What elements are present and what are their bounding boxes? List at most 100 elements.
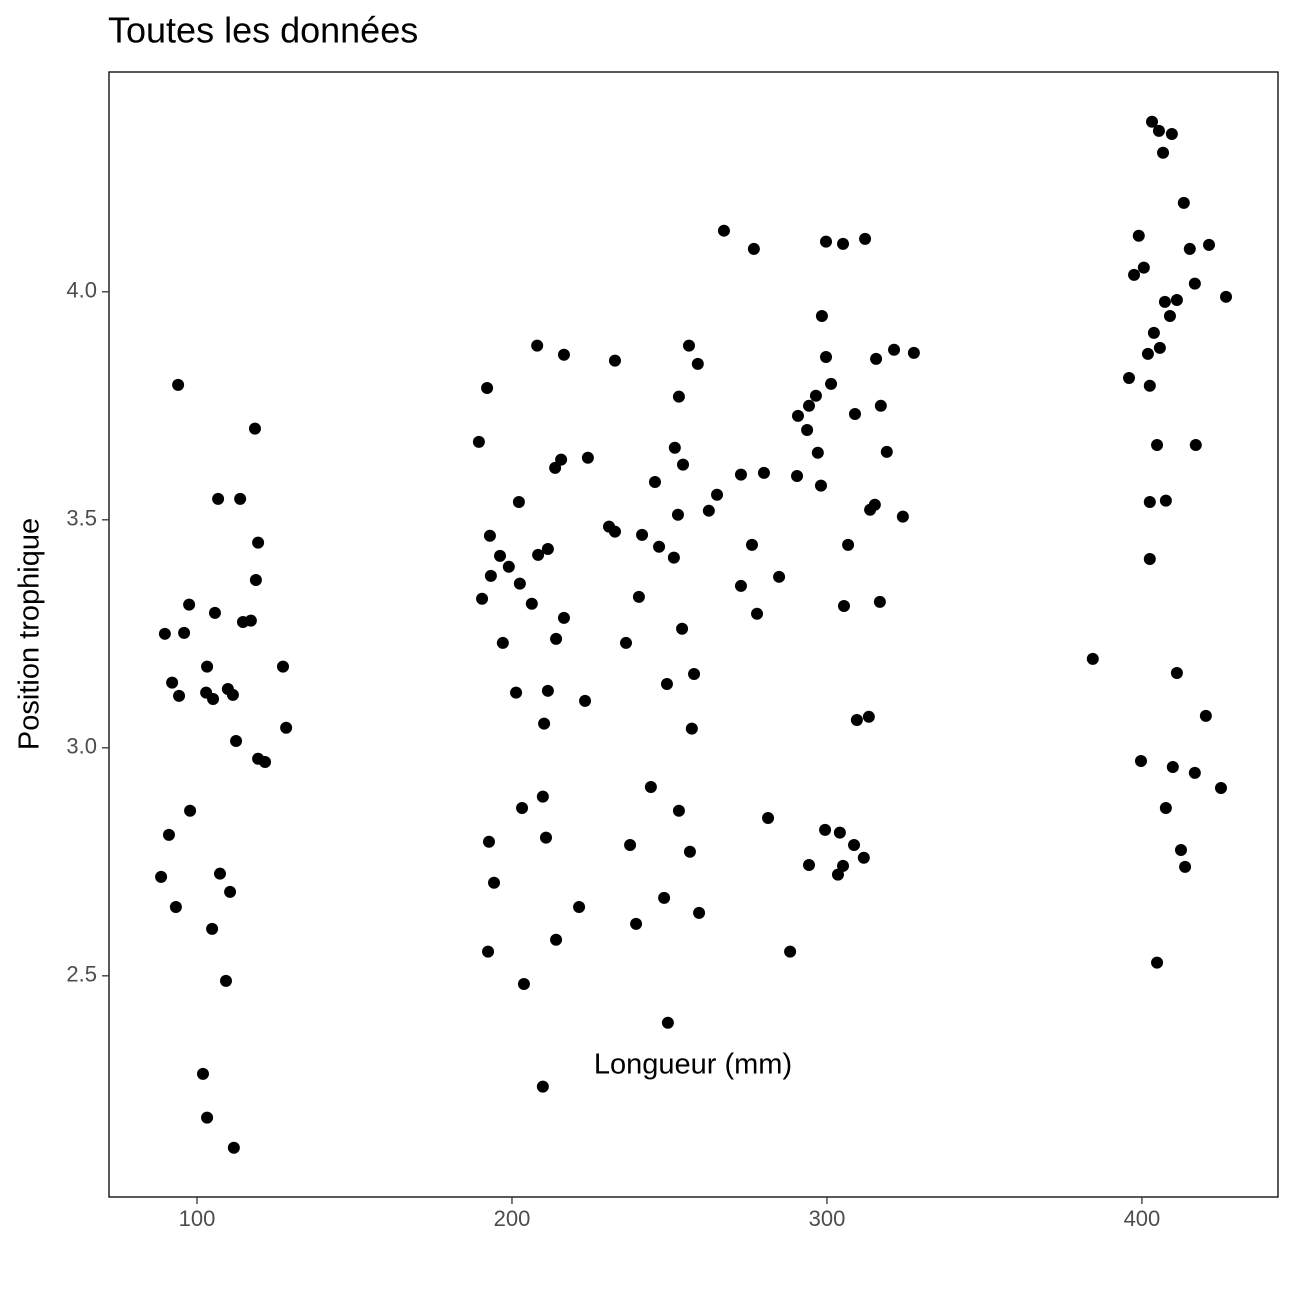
point bbox=[717, 224, 730, 237]
x-tick-label: 100 bbox=[179, 1206, 216, 1231]
point bbox=[676, 622, 689, 635]
point bbox=[488, 876, 501, 889]
point bbox=[630, 917, 643, 930]
point bbox=[234, 492, 247, 505]
point bbox=[888, 343, 901, 356]
point bbox=[688, 667, 701, 680]
plot-frame bbox=[108, 71, 1279, 1198]
point bbox=[579, 694, 592, 707]
point bbox=[472, 435, 485, 448]
point bbox=[1188, 766, 1201, 779]
point bbox=[1146, 115, 1159, 128]
point bbox=[873, 595, 886, 608]
point bbox=[196, 1067, 209, 1080]
point bbox=[1157, 146, 1170, 159]
point bbox=[1170, 667, 1183, 680]
point bbox=[1132, 229, 1145, 242]
point bbox=[762, 812, 775, 825]
point bbox=[512, 496, 525, 509]
point bbox=[1153, 341, 1166, 354]
point bbox=[531, 339, 544, 352]
point bbox=[259, 755, 272, 768]
point bbox=[820, 235, 833, 248]
point bbox=[516, 802, 529, 815]
point bbox=[848, 838, 861, 851]
point bbox=[702, 504, 715, 517]
point bbox=[608, 354, 621, 367]
point bbox=[1151, 439, 1164, 452]
point bbox=[672, 390, 685, 403]
point bbox=[653, 540, 666, 553]
point bbox=[691, 357, 704, 370]
point bbox=[636, 528, 649, 541]
point bbox=[1159, 802, 1172, 815]
point bbox=[476, 592, 489, 605]
point bbox=[502, 560, 515, 573]
point bbox=[848, 408, 861, 421]
x-tick-label: 300 bbox=[809, 1206, 846, 1231]
point bbox=[1189, 439, 1202, 452]
point bbox=[224, 885, 237, 898]
y-tick-label: 4.0 bbox=[66, 278, 97, 303]
point bbox=[276, 660, 289, 673]
point bbox=[620, 636, 633, 649]
point bbox=[173, 689, 186, 702]
point bbox=[183, 598, 196, 611]
point bbox=[773, 570, 786, 583]
point bbox=[751, 607, 764, 620]
point bbox=[539, 831, 552, 844]
point bbox=[483, 529, 496, 542]
point bbox=[803, 859, 816, 872]
y-tick-label: 2.5 bbox=[66, 962, 97, 987]
point bbox=[1147, 326, 1160, 339]
point bbox=[803, 399, 816, 412]
point bbox=[815, 309, 828, 322]
point bbox=[1086, 652, 1099, 665]
point bbox=[1177, 196, 1190, 209]
point bbox=[677, 458, 690, 471]
point bbox=[155, 870, 168, 883]
point bbox=[581, 451, 594, 464]
point bbox=[734, 468, 747, 481]
point bbox=[481, 382, 494, 395]
point bbox=[550, 632, 563, 645]
y-tick-label: 3.5 bbox=[66, 506, 97, 531]
point bbox=[550, 933, 563, 946]
point bbox=[825, 377, 838, 390]
point bbox=[549, 461, 562, 474]
point bbox=[896, 510, 909, 523]
point bbox=[206, 922, 219, 935]
point bbox=[711, 488, 724, 501]
point bbox=[169, 900, 182, 913]
point bbox=[201, 660, 214, 673]
point bbox=[1203, 238, 1216, 251]
point bbox=[494, 549, 507, 562]
point bbox=[850, 714, 863, 727]
point bbox=[1158, 295, 1171, 308]
point bbox=[683, 845, 696, 858]
point bbox=[814, 479, 827, 492]
point bbox=[1163, 309, 1176, 322]
point bbox=[538, 717, 551, 730]
point bbox=[672, 804, 685, 817]
point bbox=[536, 1080, 549, 1093]
point bbox=[648, 475, 661, 488]
point bbox=[608, 525, 621, 538]
point bbox=[685, 722, 698, 735]
point bbox=[671, 508, 684, 521]
point bbox=[880, 445, 893, 458]
point bbox=[482, 835, 495, 848]
point bbox=[555, 453, 568, 466]
point bbox=[532, 548, 545, 561]
point bbox=[661, 1016, 674, 1029]
point bbox=[557, 348, 570, 361]
point bbox=[658, 891, 671, 904]
point bbox=[1143, 496, 1156, 509]
point bbox=[819, 823, 832, 836]
x-tick-label: 200 bbox=[494, 1206, 531, 1231]
point bbox=[874, 399, 887, 412]
point bbox=[831, 868, 844, 881]
point bbox=[172, 378, 185, 391]
point bbox=[525, 597, 538, 610]
point bbox=[668, 441, 681, 454]
